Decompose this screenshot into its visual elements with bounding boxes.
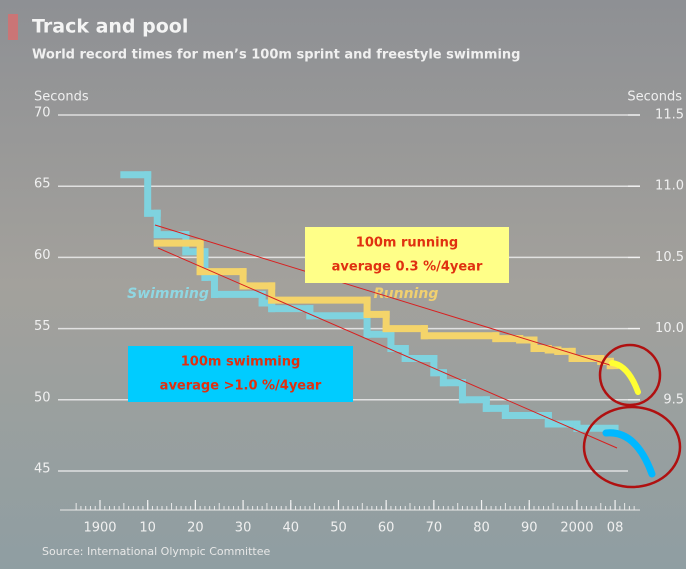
x-tick-label: 50 — [330, 521, 347, 536]
y2-tick-label: 11.0 — [655, 179, 684, 194]
y-tick-label: 60 — [34, 248, 51, 263]
y-tick-label: 70 — [34, 106, 51, 121]
x-tick-label: 08 — [607, 521, 624, 536]
series-label: Running — [374, 286, 439, 302]
x-tick-label: 30 — [235, 521, 252, 536]
annotation-box — [128, 346, 353, 402]
x-tick-label: 70 — [426, 521, 443, 536]
x-tick-label: 20 — [187, 521, 204, 536]
x-tick-label: 10 — [139, 521, 156, 536]
annotation-text: average 0.3 %/4year — [332, 260, 483, 275]
projection — [609, 360, 641, 395]
annotation-box — [305, 227, 509, 283]
annotation-text: 100m running — [356, 236, 458, 251]
trend-line — [154, 224, 611, 366]
highlight-circle — [598, 343, 662, 407]
x-tick-label: 1900 — [83, 521, 116, 536]
annotation-text: average >1.0 %/4year — [160, 379, 322, 394]
chart-subtitle: World record times for men’s 100m sprint… — [32, 48, 520, 63]
series-label: Swimming — [127, 286, 209, 302]
y2-tick-label: 10.0 — [655, 321, 684, 336]
y2-tick-label: 9.5 — [663, 392, 684, 407]
title-marker — [8, 14, 18, 40]
trend-line — [157, 247, 618, 449]
y2-axis-label: Seconds — [627, 90, 682, 105]
projection — [602, 429, 656, 478]
source: Source: International Olympic Committee — [42, 545, 270, 558]
y-axis-label: Seconds — [34, 90, 89, 105]
chart-title: Track and pool — [32, 16, 188, 38]
x-tick-label: 80 — [473, 521, 490, 536]
y-tick-label: 55 — [34, 319, 51, 334]
y-tick-label: 45 — [34, 462, 51, 477]
x-tick-label: 2000 — [560, 521, 593, 536]
x-tick-label: 40 — [282, 521, 299, 536]
y-tick-label: 65 — [34, 177, 51, 192]
x-tick-label: 90 — [521, 521, 538, 536]
y2-tick-label: 11.5 — [655, 108, 684, 123]
y-tick-label: 50 — [34, 390, 51, 405]
highlight-circle — [582, 405, 682, 489]
x-tick-label: 60 — [378, 521, 395, 536]
annotation-text: 100m swimming — [181, 355, 301, 370]
y2-tick-label: 10.5 — [655, 250, 684, 265]
